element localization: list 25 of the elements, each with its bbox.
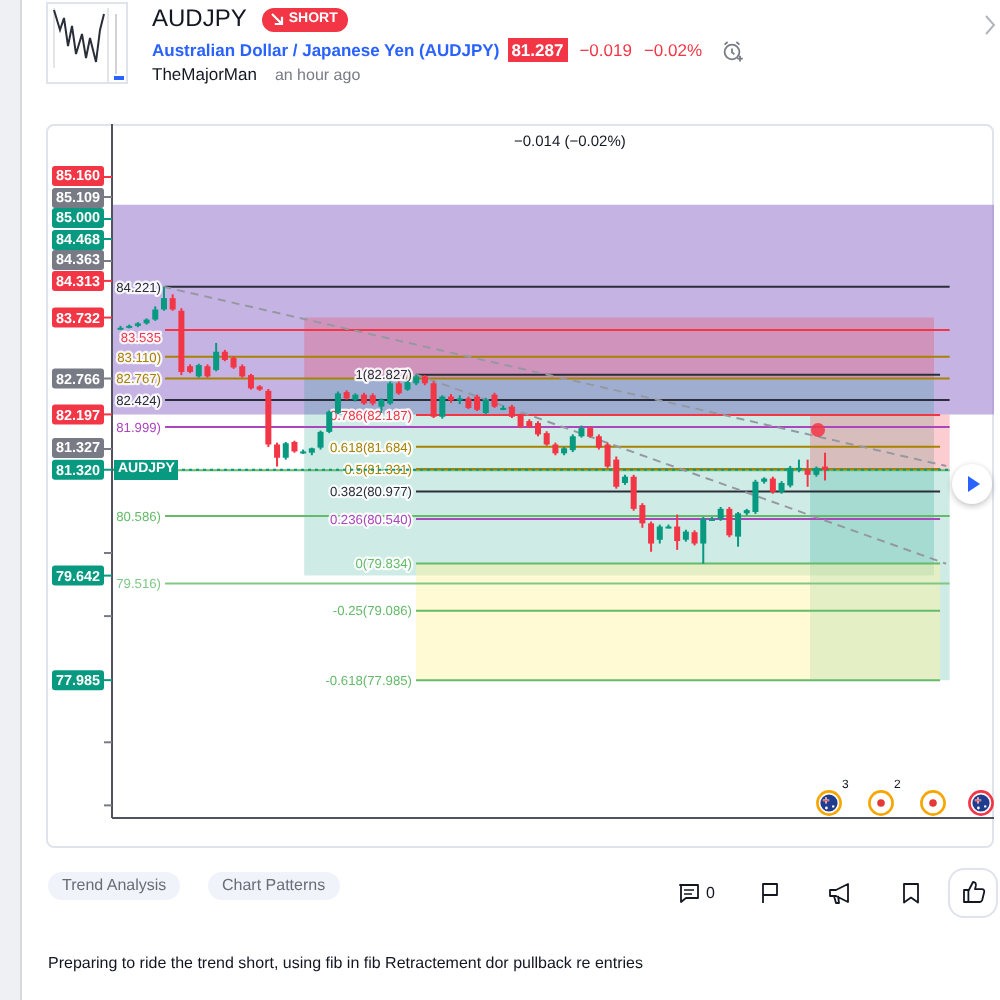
text: −0.019 xyxy=(579,38,632,62)
candlestick xyxy=(160,285,167,312)
text: Trend Analysis xyxy=(62,876,167,894)
candlestick xyxy=(648,520,655,553)
candlestick xyxy=(317,429,324,451)
text: −0.02% xyxy=(643,38,703,62)
text: Preparing to ride the trend short, using fib in fib Retractement dor pullback re entries xyxy=(48,954,643,972)
candlestick xyxy=(752,478,759,515)
text: TheMajorMan xyxy=(152,64,257,86)
candlestick xyxy=(439,394,446,420)
candlestick xyxy=(213,341,220,373)
text: 0 xyxy=(706,884,715,902)
candlestick xyxy=(656,523,663,545)
candlestick xyxy=(822,451,829,482)
text: Chart Patterns xyxy=(222,876,326,894)
chart-subtitle: Australian Dollar / Japanese Yen (AUDJPY) xyxy=(152,38,500,62)
candlestick xyxy=(674,513,681,551)
candlestick xyxy=(735,511,742,548)
candlestick xyxy=(804,458,811,488)
text: an hour ago xyxy=(274,64,361,86)
candlestick xyxy=(700,516,707,565)
text: 81.287 xyxy=(507,38,568,62)
candlestick xyxy=(274,441,281,468)
candlestick xyxy=(726,505,733,539)
chart-title: AUDJPY xyxy=(152,4,247,34)
